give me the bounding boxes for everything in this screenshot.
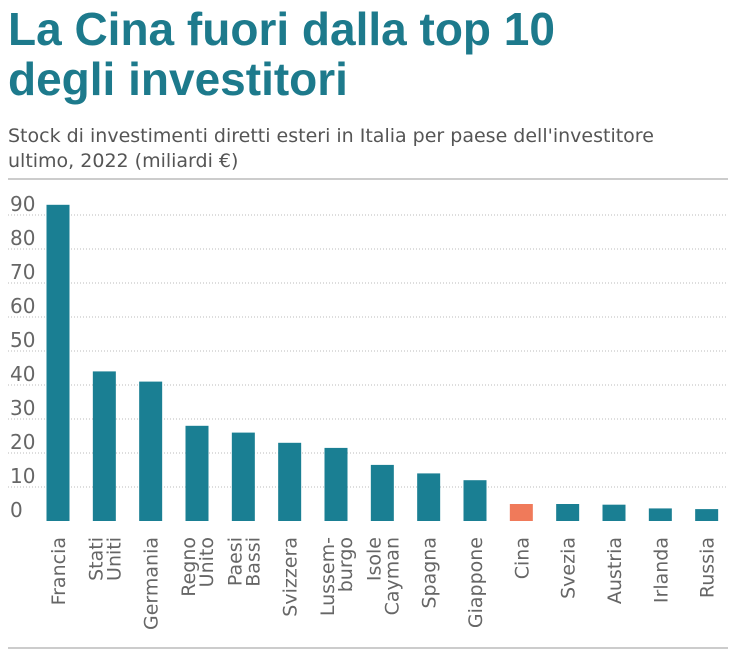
y-tick-label: 60 xyxy=(10,294,35,318)
x-tick-label: Spagna xyxy=(419,537,441,609)
x-tick-label: Giappone xyxy=(465,537,487,628)
x-label-group: Austria xyxy=(604,537,626,604)
x-tick-label: Stati xyxy=(85,537,107,581)
x-tick-label: Svizzera xyxy=(280,537,302,617)
x-tick-label: Francia xyxy=(48,537,70,605)
x-tick-label: Lussem- xyxy=(317,537,339,616)
x-label-group: Francia xyxy=(48,537,70,605)
x-tick-label: Irlanda xyxy=(650,537,672,603)
bar-cina xyxy=(509,504,533,521)
gridlines xyxy=(8,214,728,488)
y-tick-label: 80 xyxy=(10,226,35,250)
chart-subtitle: Stock di investimenti diretti esteri in … xyxy=(8,124,748,174)
subtitle-line-2: ultimo, 2022 (miliardi €) xyxy=(8,150,239,172)
x-tick-label: Cayman xyxy=(381,537,403,615)
x-label-group: Spagna xyxy=(419,537,441,609)
x-tick-label: Germania xyxy=(141,537,163,630)
y-tick-label: 50 xyxy=(10,328,35,352)
bar-stati-uniti xyxy=(92,371,116,521)
x-label-group: Germania xyxy=(141,537,163,630)
bar-francia xyxy=(46,204,70,522)
x-tick-label: burgo xyxy=(335,537,357,592)
x-label-group: Cina xyxy=(511,537,533,579)
x-tick-label: Isole xyxy=(363,537,385,581)
x-label-group: Lussem-burgo xyxy=(317,537,357,616)
y-tick-label: 40 xyxy=(10,362,35,386)
bar-isole-cayman xyxy=(370,464,394,521)
bar-svizzera xyxy=(278,442,302,521)
x-tick-label: Bassi xyxy=(242,537,264,587)
subtitle-line-1: Stock di investimenti diretti esteri in … xyxy=(8,125,654,147)
y-tick-label: 30 xyxy=(10,396,35,420)
x-tick-label: Regno xyxy=(178,537,200,597)
bar-irlanda xyxy=(648,508,672,521)
y-axis-ticks: 0 10 20 30 40 50 60 70 80 90 xyxy=(10,192,35,522)
x-label-group: Irlanda xyxy=(650,537,672,603)
bar-lussem--burgo xyxy=(324,447,348,521)
y-tick-label: 90 xyxy=(10,192,35,216)
bar-russia xyxy=(695,509,719,521)
x-tick-label: Paesi xyxy=(224,537,246,586)
y-tick-label: 0 xyxy=(10,498,23,522)
bar-paesi-bassi xyxy=(231,432,255,521)
bar-giappone xyxy=(463,480,487,521)
x-label-group: Svezia xyxy=(558,537,580,599)
title-line-1: La Cina fuori dalla top 10 xyxy=(8,3,555,55)
x-tick-label: Russia xyxy=(697,537,719,598)
x-tick-label: Cina xyxy=(511,537,533,579)
x-label-group: Svizzera xyxy=(280,537,302,617)
bar-svezia xyxy=(556,504,580,521)
chart-title: La Cina fuori dalla top 10 degli investi… xyxy=(8,4,748,104)
bar-regno-unito xyxy=(185,425,209,521)
y-tick-label: 10 xyxy=(10,464,35,488)
y-tick-label: 70 xyxy=(10,260,35,284)
x-tick-label: Uniti xyxy=(103,537,125,581)
bar-germania xyxy=(139,381,163,521)
x-tick-label: Austria xyxy=(604,537,626,604)
title-line-2: degli investitori xyxy=(8,53,348,105)
x-label-group: Giappone xyxy=(465,537,487,628)
bar-austria xyxy=(602,504,626,521)
bars xyxy=(46,204,719,522)
bar-spagna xyxy=(417,473,441,521)
x-tick-label: Unito xyxy=(196,537,218,587)
y-tick-label: 20 xyxy=(10,430,35,454)
x-label-group: Russia xyxy=(697,537,719,598)
x-tick-label: Svezia xyxy=(558,537,580,599)
